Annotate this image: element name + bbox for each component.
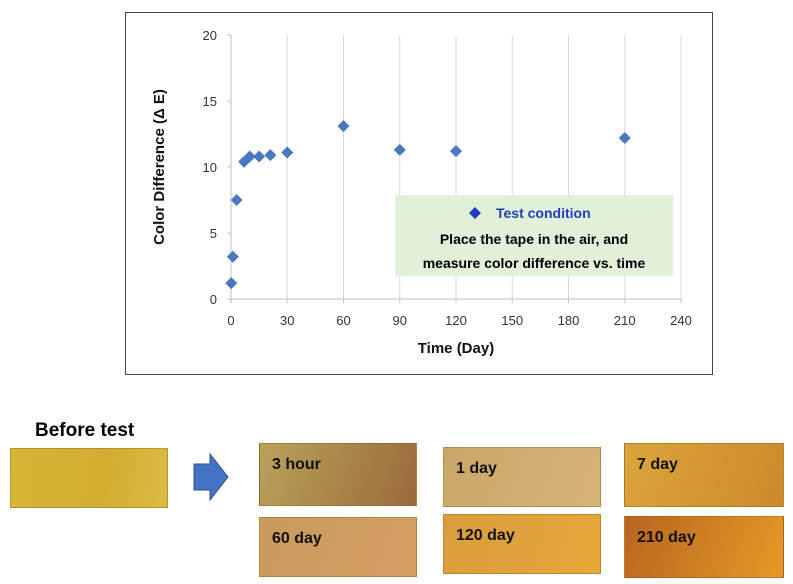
data-point [226,250,239,263]
before-test-swatch [10,448,168,508]
data-point [281,146,294,159]
test-condition-title: Test condition [496,205,591,221]
sample-swatch: 210 day [624,516,784,578]
y-tick-label: 20 [203,28,217,43]
test-condition-line-2: measure color difference vs. time [423,255,646,271]
chart-frame: 0 5 10 15 20 0 30 60 90 120 150 180 210 240 Time (Day… [125,12,713,375]
test-condition-box: Test condition Place the tape in the air… [395,195,673,276]
data-point [243,150,256,163]
data-point [393,143,406,156]
y-tick-label: 15 [203,94,217,109]
sample-swatch: 120 day [443,514,601,574]
y-axis-title: Color Difference (Δ E) [151,89,168,245]
before-test-label: Before test [35,420,135,441]
data-point [230,194,243,206]
sample-swatch: 7 day [624,443,784,507]
scatter-chart: 0 5 10 15 20 0 30 60 90 120 150 180 210 240 Time (Day… [151,28,692,357]
diamond-marker-icon [469,207,481,219]
sample-label: 7 day [637,456,678,473]
tick-labels: 0 5 10 15 20 0 30 60 90 120 150 180 210 240 [203,28,692,328]
x-tick-label: 90 [393,313,407,328]
x-axis-title: Time (Day) [418,340,494,357]
sample-label: 60 day [272,530,322,547]
x-tick-label: 240 [670,313,692,328]
x-tick-label: 210 [614,313,636,328]
data-point [264,149,277,162]
y-tick-label: 10 [203,160,217,175]
x-tick-label: 60 [336,313,350,328]
y-tick-label: 5 [210,226,217,241]
grid [286,35,682,299]
sample-label: 210 day [637,529,696,546]
data-points [225,120,631,290]
data-point [337,120,350,133]
x-tick-label: 0 [227,313,234,328]
x-tick-label: 30 [280,313,294,328]
data-point [618,131,631,144]
data-point [253,150,266,163]
test-condition-line-1: Place the tape in the air, and [440,231,628,247]
sample-swatch: 1 day [443,447,601,507]
data-point [450,145,462,158]
sample-label: 3 hour [272,456,321,473]
x-tick-label: 150 [501,313,523,328]
sample-swatch: 3 hour [259,443,417,506]
data-point [225,277,238,290]
x-tick-label: 180 [558,313,580,328]
y-tick-label: 0 [210,292,217,307]
x-tick-label: 120 [445,313,467,328]
right-arrow-icon [193,452,229,502]
sample-label: 120 day [456,527,515,544]
sample-swatch: 60 day [259,517,417,577]
test-condition-background [395,195,673,276]
sample-label: 1 day [456,460,497,477]
